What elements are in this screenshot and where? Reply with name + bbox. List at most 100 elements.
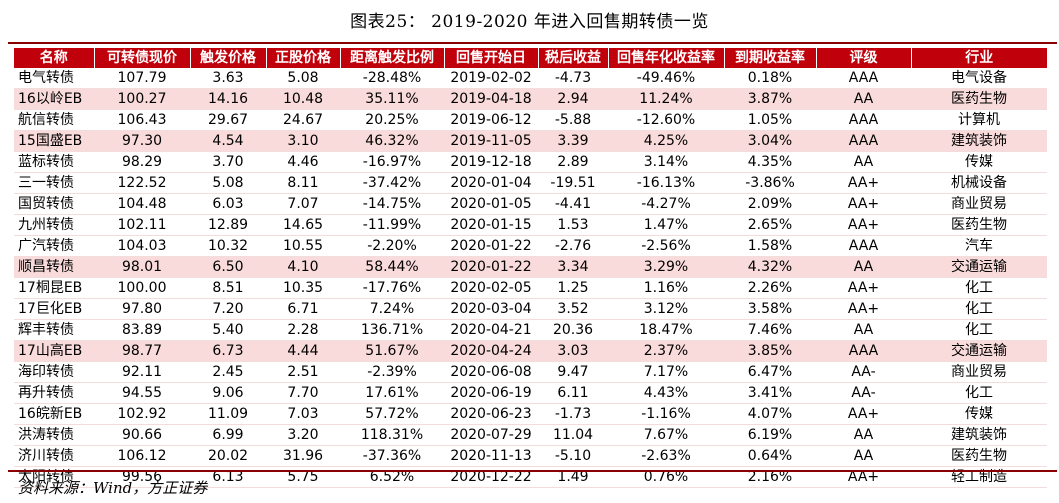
table-cell: AA — [816, 256, 911, 278]
table-cell: 3.20 — [266, 424, 340, 446]
table-cell: 3.34 — [538, 256, 608, 278]
table-cell: 2019-12-18 — [444, 151, 538, 173]
table-cell: 31.96 — [266, 445, 340, 467]
bond-name-cell: 洪涛转债 — [14, 424, 94, 446]
table-cell: 2.89 — [538, 151, 608, 173]
table-cell: 2020-06-08 — [444, 361, 538, 383]
table-cell: 2.94 — [538, 88, 608, 110]
table-cell: 1.16% — [608, 277, 724, 299]
table-cell: 6.50 — [190, 256, 266, 278]
table-cell: 20.02 — [190, 445, 266, 467]
table-cell: 0.64% — [724, 445, 816, 467]
table-cell: -5.10 — [538, 445, 608, 467]
table-cell: -49.46% — [608, 68, 724, 89]
table-cell: 3.85% — [724, 340, 816, 362]
table-cell: 12.89 — [190, 214, 266, 236]
table-row: 16以岭EB 100.27 14.16 10.48 35.11% 2019-04-18 2.… — [14, 88, 1047, 110]
table-cell: 2.26% — [724, 277, 816, 299]
table-row: 再升转债 94.55 9.06 7.70 17.61% 2020-06-19 6.11 4.4… — [14, 382, 1047, 404]
table-cell: 传媒 — [911, 151, 1047, 173]
table-cell: 5.08 — [266, 68, 340, 89]
table-cell: 1.25 — [538, 277, 608, 299]
table-row: 济川转债 106.12 20.02 31.96 -37.36% 2020-11-13 -5.… — [14, 445, 1047, 467]
table-cell: 2020-11-13 — [444, 445, 538, 467]
table-cell: 2019-06-12 — [444, 109, 538, 131]
table-cell: AA — [816, 151, 911, 173]
bond-name-cell: 17山高EB — [14, 340, 94, 362]
table-cell: 7.07 — [266, 193, 340, 215]
table-cell: 97.80 — [94, 298, 190, 320]
bond-name-cell: 国贸转债 — [14, 193, 94, 215]
table-cell: 2.51 — [266, 361, 340, 383]
column-header: 税后收益 — [538, 48, 609, 68]
table-cell: AAA — [816, 130, 911, 152]
table-cell: -11.99% — [340, 214, 444, 236]
bond-name-cell: 航信转债 — [14, 109, 94, 131]
table-cell: 122.52 — [94, 172, 190, 194]
table-cell: 传媒 — [911, 403, 1047, 425]
bond-name-cell: 济川转债 — [14, 445, 94, 467]
table-cell: 2020-01-15 — [444, 214, 538, 236]
bottom-divider — [8, 470, 1057, 472]
table-cell: 3.14% — [608, 151, 724, 173]
table-cell: 1.05% — [724, 109, 816, 131]
table-cell: 2019-02-02 — [444, 68, 538, 89]
table-cell: 100.27 — [94, 88, 190, 110]
table-cell: 98.29 — [94, 151, 190, 173]
table-cell: 94.55 — [94, 382, 190, 404]
table-cell: -16.13% — [608, 172, 724, 194]
table-cell: AA+ — [816, 172, 911, 194]
table-cell: AA — [816, 319, 911, 341]
bond-name-cell: 15国盛EB — [14, 130, 94, 152]
table-cell: 107.79 — [94, 68, 190, 89]
table-cell: 4.43% — [608, 382, 724, 404]
table-row: 顺昌转债 98.01 6.50 4.10 58.44% 2020-01-22 3.34 3.2… — [14, 256, 1047, 278]
table-cell: -3.86% — [724, 172, 816, 194]
table-cell: 化工 — [911, 319, 1047, 341]
table-cell: 35.11% — [340, 88, 444, 110]
table-row: 九州转债 102.11 12.89 14.65 -11.99% 2020-01-15 1.5… — [14, 214, 1047, 236]
table-cell: AAA — [816, 109, 911, 131]
table-cell: 2020-06-19 — [444, 382, 538, 404]
table-cell: AA- — [816, 361, 911, 383]
table-row: 17桐昆EB 100.00 8.51 10.35 -17.76% 2020-02-05 1.… — [14, 277, 1047, 299]
table-cell: AA+ — [816, 298, 911, 320]
table-cell: -12.60% — [608, 109, 724, 131]
table-cell: -16.97% — [340, 151, 444, 173]
table-cell: AA+ — [816, 214, 911, 236]
table-row: 三一转债 122.52 5.08 8.11 -37.42% 2020-01-04 -19.5… — [14, 172, 1047, 194]
column-header: 名称 — [14, 48, 95, 68]
table-cell: AA — [816, 88, 911, 110]
table-cell: 6.99 — [190, 424, 266, 446]
table-cell: AAA — [816, 235, 911, 257]
table-cell: 商业贸易 — [911, 361, 1047, 383]
table-cell: AA — [816, 445, 911, 467]
table-cell: 医药生物 — [911, 214, 1047, 236]
table-cell: 2020-04-21 — [444, 319, 538, 341]
table-cell: 104.03 — [94, 235, 190, 257]
table-cell: 102.11 — [94, 214, 190, 236]
table-row: 17巨化EB 97.80 7.20 6.71 7.24% 2020-03-04 3.52 3.… — [14, 298, 1047, 320]
table-cell: -14.75% — [340, 193, 444, 215]
bond-name-cell: 蓝标转债 — [14, 151, 94, 173]
table-cell: AAA — [816, 68, 911, 89]
table-cell: -4.27% — [608, 193, 724, 215]
table-row: 蓝标转债 98.29 3.70 4.46 -16.97% 2019-12-18 2.89 3.… — [14, 151, 1047, 173]
table-cell: 7.24% — [340, 298, 444, 320]
table-row: 广汽转债 104.03 10.32 10.55 -2.20% 2020-01-22 -2.7… — [14, 235, 1047, 257]
table-cell: -2.39% — [340, 361, 444, 383]
table-cell: 2.65% — [724, 214, 816, 236]
table-cell: 6.11 — [538, 382, 608, 404]
top-divider — [8, 42, 1057, 44]
table-row: 国贸转债 104.48 6.03 7.07 -14.75% 2020-01-05 -4.41… — [14, 193, 1047, 215]
table-cell: 51.67% — [340, 340, 444, 362]
bond-name-cell: 辉丰转债 — [14, 319, 94, 341]
table-cell: 4.44 — [266, 340, 340, 362]
table-cell: 4.46 — [266, 151, 340, 173]
table-cell: -17.76% — [340, 277, 444, 299]
table-cell: 医药生物 — [911, 88, 1047, 110]
table-cell: AA — [816, 424, 911, 446]
table-cell: 10.35 — [266, 277, 340, 299]
table-cell: -1.73 — [538, 403, 608, 425]
table-cell: 90.66 — [94, 424, 190, 446]
